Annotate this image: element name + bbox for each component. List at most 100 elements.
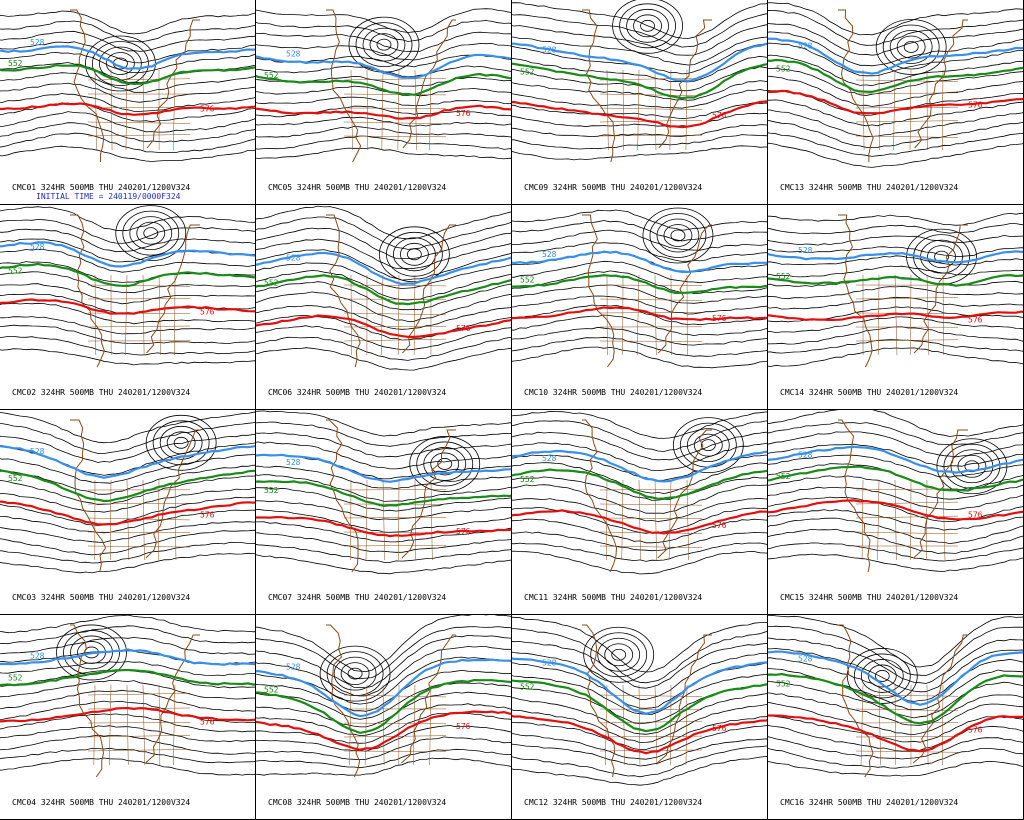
low-center (379, 227, 449, 282)
map-outline (838, 625, 968, 777)
contour-label: 576 (200, 104, 215, 113)
contour-label: 576 (456, 722, 471, 731)
contour-552 (0, 264, 256, 286)
low-center (410, 436, 480, 491)
map-outline (582, 10, 712, 162)
ensemble-panel: 528 552 576 CMC15 324HR 500MB THU 240201/12… (768, 410, 1024, 615)
contour-label: 528 (286, 254, 301, 263)
panel-caption: CMC11 324HR 500MB THU 240201/1200V324 (524, 593, 702, 602)
contour-576 (0, 104, 256, 115)
contour-label: 528 (286, 662, 301, 671)
panel-caption: CMC06 324HR 500MB THU 240201/1200V324 (268, 388, 446, 397)
contour-label: 528 (30, 447, 45, 456)
contour-label: 528 (542, 454, 557, 463)
panel-caption: CMC14 324HR 500MB THU 240201/1200V324 (780, 388, 958, 397)
contour-552 (0, 670, 256, 685)
contour-label: 576 (712, 724, 727, 733)
map-outline (70, 215, 200, 367)
contour-552 (256, 275, 512, 304)
contour-label: 576 (200, 717, 215, 726)
contour-label: 576 (456, 324, 471, 333)
panel-caption: CMC16 324HR 500MB THU 240201/1200V324 (780, 798, 958, 807)
contour-label: 576 (968, 101, 983, 110)
height-contours (256, 206, 512, 370)
contour-label: 576 (712, 111, 727, 120)
contour-label: 552 (8, 59, 23, 68)
contour-label: 552 (264, 686, 279, 695)
contour-552 (512, 470, 768, 499)
contour-label: 528 (30, 243, 45, 252)
height-contours (512, 3, 768, 160)
height-contours (0, 412, 256, 573)
contour-552 (768, 674, 1024, 723)
height-contour-map: 528 552 576 (0, 410, 256, 615)
contour-label: 576 (200, 510, 215, 519)
panel-caption: CMC03 324HR 500MB THU 240201/1200V324 (12, 593, 190, 602)
contour-label: 552 (520, 475, 535, 484)
ensemble-panel: 528 552 576 CMC04 324HR 500MB THU 240201/12… (0, 615, 256, 820)
contour-label: 528 (798, 41, 813, 50)
contour-label: 552 (264, 71, 279, 80)
map-outline (582, 215, 712, 367)
panel-caption: CMC09 324HR 500MB THU 240201/1200V324 (524, 183, 702, 192)
contour-label: 552 (520, 682, 535, 691)
map-outline (838, 10, 968, 162)
contour-label: 528 (286, 49, 301, 58)
map-outline (70, 420, 200, 572)
low-center (146, 415, 216, 470)
contour-552 (0, 471, 256, 501)
contour-576 (768, 715, 1024, 751)
panel-caption: CMC13 324HR 500MB THU 240201/1200V324 (780, 183, 958, 192)
height-contours (768, 213, 1024, 366)
ensemble-panel: 528 552 576 CMC10 324HR 500MB THU 240201/12… (512, 205, 768, 410)
height-contour-map: 528 552 576 (256, 205, 512, 410)
contour-label: 552 (264, 278, 279, 287)
contour-576 (512, 307, 768, 320)
contour-label: 528 (30, 651, 45, 660)
panel-caption: CMC15 324HR 500MB THU 240201/1200V324 (780, 593, 958, 602)
contour-label: 528 (286, 458, 301, 467)
height-contours (0, 11, 256, 162)
panel-caption: CMC10 324HR 500MB THU 240201/1200V324 (524, 388, 702, 397)
contour-label: 552 (8, 674, 23, 683)
height-contours (256, 411, 512, 574)
panel-caption: CMC04 324HR 500MB THU 240201/1200V324 (12, 798, 190, 807)
contour-label: 576 (968, 725, 983, 734)
contour-label: 528 (798, 450, 813, 459)
contour-label: 528 (542, 45, 557, 54)
height-contours (512, 210, 768, 368)
contour-label: 552 (776, 272, 791, 281)
contour-label: 552 (776, 472, 791, 481)
contour-576 (768, 91, 1024, 113)
contour-label: 528 (798, 655, 813, 664)
contour-576 (0, 300, 256, 314)
contour-label: 576 (200, 307, 215, 316)
contour-label: 528 (30, 38, 45, 47)
contour-label: 576 (968, 511, 983, 520)
initial-time: INITIAL TIME = 240119/0000F324 (36, 192, 181, 201)
height-contour-map: 528 552 576 (256, 615, 512, 820)
contour-label: 528 (542, 250, 557, 259)
contour-label: 552 (8, 474, 23, 483)
contour-label: 552 (520, 275, 535, 284)
ensemble-panel: 528 552 576 CMC03 324HR 500MB THU 240201/12… (0, 410, 256, 615)
height-contour-map: 528 552 576 (512, 205, 768, 410)
panel-caption: CMC02 324HR 500MB THU 240201/1200V324 (12, 388, 190, 397)
contour-label: 528 (798, 246, 813, 255)
contour-label: 576 (712, 314, 727, 323)
